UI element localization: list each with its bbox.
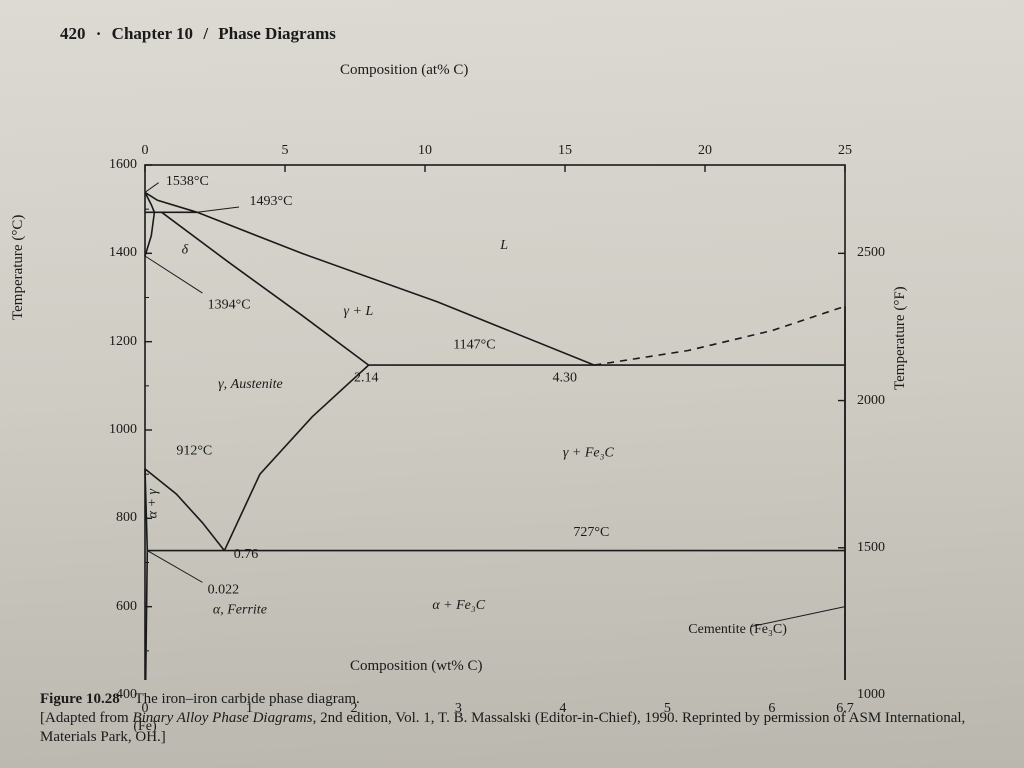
svg-text:δ: δ [182, 242, 189, 257]
svg-text:0.022: 0.022 [208, 582, 240, 597]
svg-text:1147°C: 1147°C [453, 337, 495, 352]
figure-credit-ital: Binary Alloy Phase Diagrams [132, 710, 312, 726]
chapter-label: Chapter 10 [112, 24, 193, 43]
axis-tick: 1600 [109, 157, 137, 173]
axis-tick: 10 [418, 143, 432, 159]
y-axis-left-label: Temperature (°C) [10, 215, 27, 320]
axis-tick: 600 [116, 599, 137, 615]
axis-tick: 2000 [857, 393, 885, 409]
axis-tick: 1500 [857, 540, 885, 556]
axis-tick: 15 [558, 143, 572, 159]
svg-text:α, Ferrite: α, Ferrite [213, 602, 267, 617]
svg-text:γ + L: γ + L [344, 304, 374, 319]
axis-tick: 1000 [109, 422, 137, 438]
svg-text:L: L [499, 238, 508, 253]
axis-tick: 20 [698, 143, 712, 159]
svg-text:γ + Fe₃C: γ + Fe₃C [563, 446, 615, 461]
axis-tick: 1200 [109, 334, 137, 350]
svg-text:2.14: 2.14 [354, 370, 379, 385]
phase-diagram-chart: Lδ γ + L γ, Austenite γ + Fe₃C α + γ α, Ferri… [40, 60, 910, 680]
page-header: 420 · Chapter 10 / Phase Diagrams [60, 24, 336, 44]
svg-text:1493°C: 1493°C [249, 194, 292, 209]
axis-tick: 800 [116, 510, 137, 526]
svg-text:α + γ: α + γ [145, 489, 160, 519]
chapter-title: Phase Diagrams [218, 24, 336, 43]
axis-tick: 25 [838, 143, 852, 159]
svg-text:γ, Austenite: γ, Austenite [218, 377, 283, 392]
svg-text:727°C: 727°C [573, 525, 609, 540]
figure-caption: Figure 10.28 The iron–iron carbide phase… [40, 690, 980, 746]
axis-tick: 5 [282, 143, 289, 159]
figure-number: Figure 10.28 [40, 691, 120, 707]
svg-text:912°C: 912°C [176, 443, 212, 458]
figure-credit-prefix: [Adapted from [40, 710, 132, 726]
svg-text:1394°C: 1394°C [208, 298, 251, 313]
axis-tick: 1400 [109, 245, 137, 261]
svg-text:Cementite (Fe₃C): Cementite (Fe₃C) [688, 622, 787, 637]
svg-text:0.76: 0.76 [234, 547, 259, 562]
svg-text:4.30: 4.30 [552, 370, 577, 385]
axis-tick: 0 [142, 143, 149, 159]
figure-title: The iron–iron carbide phase diagram. [134, 691, 359, 707]
svg-text:1538°C: 1538°C [166, 174, 209, 189]
page-number: 420 [60, 24, 86, 43]
svg-text:α + Fe₃C: α + Fe₃C [432, 598, 485, 613]
axis-tick: 2500 [857, 245, 885, 261]
